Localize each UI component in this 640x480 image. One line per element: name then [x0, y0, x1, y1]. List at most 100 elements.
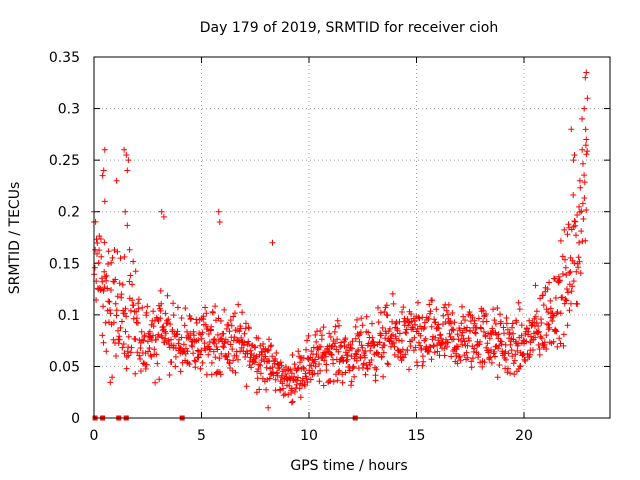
data-point — [265, 346, 272, 353]
data-point — [353, 351, 360, 358]
data-point — [384, 312, 391, 319]
data-point — [543, 346, 550, 352]
data-point — [339, 371, 346, 378]
data-point — [363, 313, 370, 320]
data-point — [150, 323, 157, 330]
data-point — [331, 343, 338, 350]
data-point — [256, 361, 262, 368]
y-tick-label: 0.2 — [58, 205, 80, 221]
data-point — [241, 339, 248, 346]
data-point — [286, 374, 293, 381]
data-point — [522, 358, 529, 364]
data-point — [113, 177, 120, 184]
data-point — [330, 378, 337, 385]
data-point — [336, 322, 342, 329]
data-point — [264, 347, 271, 354]
data-point — [538, 320, 545, 326]
data-point — [337, 344, 344, 351]
data-point — [317, 327, 324, 334]
data-point — [201, 340, 208, 347]
data-point — [557, 237, 564, 244]
data-point — [552, 327, 559, 334]
data-point — [503, 320, 510, 327]
data-point — [515, 340, 522, 347]
data-point — [407, 343, 414, 349]
data-point — [427, 344, 434, 351]
data-point — [565, 289, 571, 296]
data-point — [419, 362, 426, 369]
data-point — [441, 304, 447, 311]
data-point — [101, 198, 108, 205]
data-point — [435, 325, 442, 332]
data-point — [287, 375, 294, 382]
data-point — [520, 337, 527, 344]
data-point — [386, 325, 393, 332]
data-point — [141, 332, 148, 339]
data-point — [205, 331, 212, 337]
data-point — [217, 317, 224, 324]
data-point — [571, 218, 578, 225]
data-point — [577, 270, 584, 277]
data-point — [310, 344, 317, 351]
data-point — [504, 369, 511, 376]
data-point — [95, 259, 102, 266]
data-point — [257, 362, 264, 369]
data-point — [155, 331, 162, 338]
data-point — [357, 329, 364, 336]
data-point — [458, 332, 465, 339]
data-point — [376, 339, 383, 346]
data-point — [568, 126, 575, 133]
data-point — [526, 317, 533, 324]
data-point — [116, 280, 123, 287]
data-point — [430, 343, 437, 350]
data-point — [367, 361, 373, 368]
data-point — [142, 365, 149, 372]
data-point — [448, 353, 455, 360]
data-point — [327, 334, 334, 340]
data-point — [289, 352, 296, 358]
data-point — [331, 328, 338, 335]
data-point — [202, 321, 209, 328]
data-point — [99, 332, 106, 339]
data-point — [400, 354, 407, 361]
data-point — [582, 74, 589, 81]
data-point — [114, 248, 121, 255]
data-point — [262, 353, 269, 360]
data-point — [144, 338, 151, 345]
data-point — [125, 157, 132, 164]
data-point — [278, 362, 285, 369]
data-point — [137, 356, 144, 362]
data-point — [157, 307, 164, 314]
data-point — [177, 368, 184, 375]
data-point — [129, 281, 136, 288]
data-point — [494, 305, 501, 311]
data-point — [308, 348, 315, 355]
data-point — [217, 371, 224, 378]
data-point — [484, 340, 491, 347]
data-point — [110, 336, 117, 343]
data-point — [443, 307, 450, 314]
data-point — [456, 353, 463, 360]
data-point — [391, 343, 398, 350]
data-point — [546, 279, 553, 286]
data-point — [189, 343, 196, 350]
data-point — [579, 115, 585, 122]
data-point — [560, 342, 567, 349]
data-point — [559, 271, 566, 277]
data-point — [576, 239, 583, 246]
data-point — [146, 328, 153, 335]
data-point — [208, 323, 215, 330]
data-point — [485, 330, 491, 337]
data-point — [418, 345, 425, 352]
data-point — [564, 286, 570, 292]
data-point — [480, 328, 487, 335]
data-point — [355, 332, 362, 339]
data-point — [278, 372, 285, 379]
data-point — [252, 344, 259, 351]
data-point — [130, 315, 137, 322]
data-point — [109, 254, 116, 261]
data-point — [578, 228, 585, 235]
data-point — [235, 301, 242, 308]
data-point — [509, 320, 516, 327]
